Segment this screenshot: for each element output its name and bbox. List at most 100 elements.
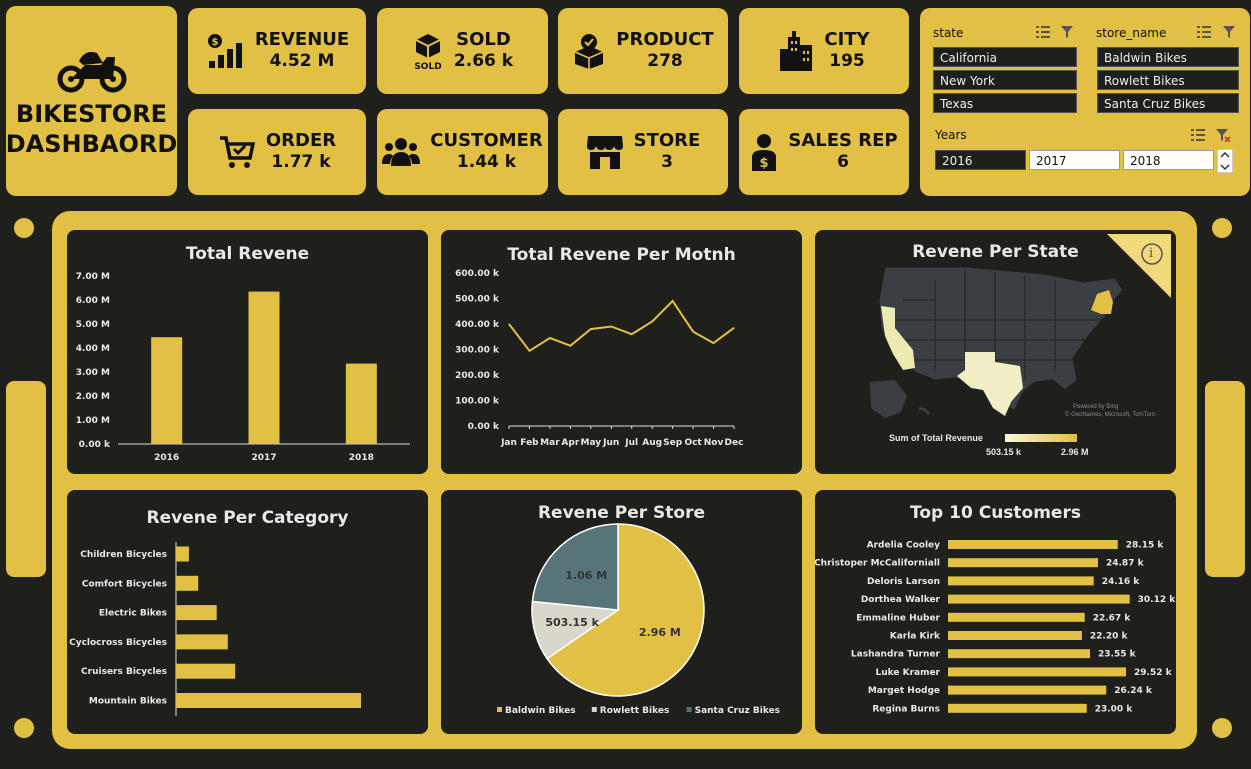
chart-title: Revene Per Category — [146, 508, 349, 528]
slicer-store-item[interactable]: Santa Cruz Bikes — [1097, 93, 1239, 113]
chart-title: Revene Per State — [912, 242, 1079, 262]
multi-select-icon[interactable] — [1196, 25, 1212, 39]
kpi-value: 195 — [829, 51, 865, 71]
y-tick-label: Dorthea Walker — [861, 595, 941, 605]
monthly-revenue-panel: Total Revene Per Motnh 0.00 k 100.00 k 200… — [441, 230, 802, 474]
y-tick-label: Mountain Bikes — [89, 697, 167, 707]
scroll-arrows-icon[interactable] — [1217, 149, 1233, 173]
map-legend-min: 503.15 k — [986, 447, 1022, 457]
y-tick-label: Lashandra Turner — [851, 650, 941, 660]
y-tick-label: Christoper McCaliforniall — [815, 559, 940, 569]
kpi-revenue: $ REVENUE 4.52 M — [188, 8, 366, 94]
frame-side-right — [1205, 381, 1245, 577]
title-card: BIKESTORE DASHBAORD — [6, 6, 177, 196]
category-revenue-chart: Children Bicycles Comfort Bicycles Electri… — [69, 542, 361, 716]
chart-title: Revene Per Store — [537, 503, 706, 523]
x-tick-label: Jul — [624, 438, 638, 448]
motorbike-icon — [57, 52, 126, 93]
slicer-store-item[interactable]: Baldwin Bikes — [1097, 47, 1239, 67]
chart-title: Total Revene — [185, 244, 310, 264]
kpi-sold: SOLD SOLD 2.66 k — [377, 8, 548, 94]
kpi-label: PRODUCT — [616, 29, 714, 50]
state-texas — [957, 352, 1023, 416]
multi-select-icon[interactable] — [1035, 25, 1051, 39]
data-label: 28.15 k — [1126, 541, 1165, 551]
kpi-label: REVENUE — [254, 29, 350, 50]
state-california — [881, 306, 915, 370]
x-tick-label: Apr — [561, 438, 579, 448]
clear-filter-icon[interactable] — [1222, 25, 1238, 39]
svg-text:$: $ — [760, 156, 769, 171]
x-tick-label: Dec — [725, 438, 744, 448]
legend-swatch — [686, 707, 692, 712]
bar — [948, 540, 1118, 549]
slicer-year-item[interactable]: 2016 — [935, 150, 1026, 170]
data-label: 23.00 k — [1095, 704, 1134, 714]
bar — [176, 546, 189, 562]
kpi-value: 278 — [647, 51, 683, 71]
kpi-label: SALES REP — [788, 130, 898, 151]
x-tick-label: Oct — [684, 438, 702, 448]
x-tick-label: Aug — [642, 438, 662, 448]
sales-rep-icon: $ — [752, 134, 777, 171]
y-tick-label: Luke Kramer — [875, 668, 940, 678]
y-tick-label: Karla Kirk — [890, 632, 941, 642]
revenue-chart-icon: $ — [207, 34, 242, 68]
slicer-state-title: state — [933, 26, 964, 40]
y-tick-label: Deloris Larson — [867, 577, 940, 587]
y-tick-label: 6.00 M — [76, 296, 110, 306]
slicer-years-title: Years — [935, 128, 967, 142]
bar — [248, 291, 280, 444]
y-tick-label: Cruisers Bicycles — [81, 667, 167, 677]
slicer-state-item[interactable]: Texas — [933, 93, 1077, 113]
kpi-label: CITY — [824, 29, 870, 50]
city-building-icon — [780, 31, 813, 71]
data-label: 29.52 k — [1134, 668, 1173, 678]
bar — [176, 634, 228, 650]
bar — [948, 667, 1127, 677]
bar — [948, 558, 1098, 568]
bar — [948, 576, 1094, 586]
slicer-store-title: store_name — [1096, 26, 1167, 40]
slicer-state-item[interactable]: California — [933, 47, 1077, 67]
us-map[interactable] — [815, 230, 1176, 474]
clear-filter-icon[interactable] — [1215, 128, 1231, 142]
y-tick-label: Ardelia Cooley — [867, 541, 940, 551]
kpi-label: ORDER — [265, 130, 337, 151]
kpi-value: 2.66 k — [453, 51, 514, 71]
map-attribution-2: © GeoNames, Microsoft, TomTom — [1065, 412, 1155, 418]
y-tick-label: Cyclocross Bicycles — [69, 638, 167, 648]
pie-label: 2.96 M — [639, 626, 681, 639]
data-label: 23.55 k — [1098, 650, 1137, 660]
chart-title: Top 10 Customers — [910, 503, 1081, 523]
slicer-store-item[interactable]: Rowlett Bikes — [1097, 70, 1239, 90]
data-label: 22.67 k — [1093, 613, 1132, 623]
y-tick-label: 300.00 k — [455, 346, 500, 356]
x-tick-label: Mar — [540, 438, 560, 448]
kpi-label: CUSTOMER — [430, 130, 543, 151]
y-tick-label: Electric Bikes — [99, 609, 167, 619]
y-tick-label: 100.00 k — [455, 397, 500, 407]
bar — [948, 594, 1130, 604]
top-customers-panel: Top 10 Customers Ardelia Cooley 28.15 k Ch… — [815, 490, 1176, 734]
map-legend-max: 2.96 M — [1061, 447, 1089, 457]
svg-text:$: $ — [211, 37, 218, 48]
clear-filter-icon[interactable] — [1060, 25, 1076, 39]
y-tick-label: 0.00 k — [79, 440, 111, 450]
info-corner[interactable]: i — [1107, 232, 1173, 298]
kpi-order: ORDER 1.77 k — [188, 109, 366, 195]
legend-label: Santa Cruz Bikes — [695, 706, 780, 716]
slicer-state-item[interactable]: New York — [933, 70, 1077, 90]
y-tick-label: 7.00 M — [76, 272, 110, 282]
slicer-year-item[interactable]: 2018 — [1123, 150, 1214, 170]
map-legend-gradient — [1005, 434, 1077, 442]
kpi-value: 6 — [837, 152, 849, 172]
multi-select-icon[interactable] — [1190, 128, 1206, 142]
kpi-customer: CUSTOMER 1.44 k — [377, 109, 548, 195]
slicer-year-item[interactable]: 2017 — [1029, 150, 1120, 170]
frame-side-left — [6, 381, 46, 577]
product-box-icon — [574, 34, 604, 69]
legend-label: Baldwin Bikes — [505, 706, 576, 716]
x-tick-label: Feb — [520, 438, 539, 448]
bar — [176, 575, 199, 591]
